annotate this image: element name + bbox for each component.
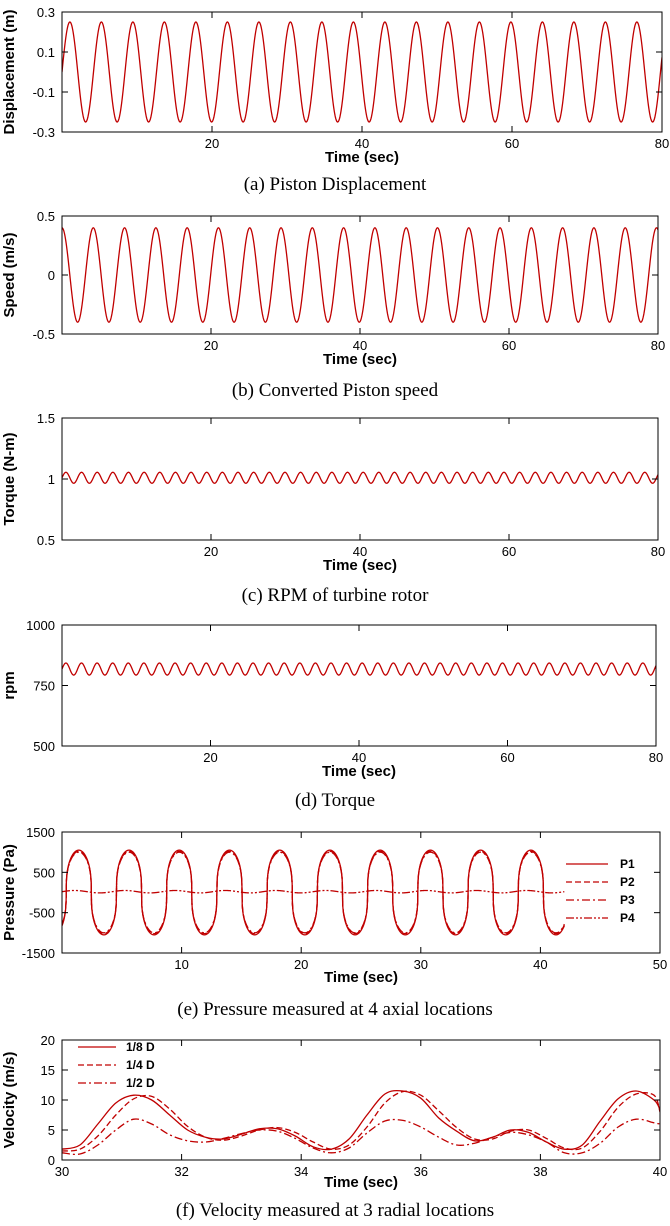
x-axis-label: Time (sec) [324,1174,398,1191]
y-axis-label: Displacement (m) [1,9,18,134]
legend-label: P3 [620,893,635,907]
x-tick-label: 40 [353,338,367,353]
y-tick-label: -0.3 [33,125,55,140]
y-tick-label: -1500 [22,946,55,961]
y-tick-label: 1000 [26,618,55,633]
legend-label: 1/8 D [126,1040,155,1054]
y-tick-label: 0 [48,1153,55,1168]
figure-caption: (a) Piston Displacement [244,174,427,195]
series-line-0 [62,21,662,123]
series-line-p3 [62,851,565,934]
x-tick-label: 60 [505,136,519,151]
figure-caption: (b) Converted Piston speed [232,380,439,401]
x-tick-label: 34 [294,1164,308,1179]
x-tick-label: 20 [205,136,219,151]
figure-caption: (d) Torque [295,790,375,811]
x-tick-label: 32 [174,1164,188,1179]
legend-label: P4 [620,911,635,925]
x-tick-label: 40 [352,750,366,765]
x-tick-label: 50 [653,957,667,972]
y-tick-label: 500 [33,739,55,754]
y-tick-label: -500 [29,906,55,921]
x-tick-label: 38 [533,1164,547,1179]
y-tick-label: 0.1 [37,45,55,60]
legend-label: P2 [620,875,635,889]
x-tick-label: 20 [203,750,217,765]
x-axis-label: Time (sec) [325,149,399,166]
y-tick-label: 20 [41,1033,55,1048]
x-tick-label: 20 [294,957,308,972]
y-tick-label: 15 [41,1063,55,1078]
x-tick-label: 30 [414,957,428,972]
y-tick-label: 1.5 [37,411,55,426]
series-line-0 [62,471,658,484]
plot-frame [61,417,659,541]
plot-frame [61,624,657,747]
plot-frame [61,831,661,954]
x-tick-label: 80 [655,136,669,151]
series-line-0 [62,227,658,323]
y-axis-label: Speed (m/s) [1,232,18,317]
y-axis-label: rpm [1,671,18,699]
series-line-p1 [62,849,565,936]
x-axis-label: Time (sec) [323,351,397,368]
legend-label: P1 [620,857,635,871]
x-tick-label: 80 [651,338,665,353]
y-tick-label: 0 [48,268,55,283]
x-tick-label: 80 [649,750,663,765]
series-line-p2 [62,850,565,935]
y-tick-label: 10 [41,1093,55,1108]
series-line-p4 [62,889,565,894]
x-tick-label: 30 [55,1164,69,1179]
y-tick-label: -0.5 [33,327,55,342]
y-tick-label: 0.5 [37,209,55,224]
x-tick-label: 40 [355,136,369,151]
x-tick-label: 60 [502,338,516,353]
y-tick-label: 1500 [26,825,55,840]
series-line-0 [62,662,656,676]
y-axis-label: Pressure (Pa) [1,844,18,941]
y-tick-label: 500 [33,865,55,880]
y-tick-label: 1 [48,472,55,487]
y-tick-label: 0.3 [37,5,55,20]
series-line-1-4-d [62,1090,660,1152]
y-tick-label: 5 [48,1123,55,1138]
figure-caption: (f) Velocity measured at 3 radial locati… [176,1200,494,1221]
figure-caption: (e) Pressure measured at 4 axial locatio… [177,999,493,1020]
legend-label: 1/4 D [126,1058,155,1072]
series-line-1-8-d [62,1089,660,1151]
x-axis-label: Time (sec) [324,969,398,986]
x-tick-label: 60 [502,544,516,559]
figure-caption: (c) RPM of turbine rotor [242,585,429,606]
series-line-1-2-d [62,1118,660,1156]
x-tick-label: 36 [414,1164,428,1179]
y-tick-label: 750 [33,679,55,694]
x-tick-label: 10 [174,957,188,972]
x-tick-label: 60 [500,750,514,765]
y-tick-label: 0.5 [37,533,55,548]
x-tick-label: 40 [353,544,367,559]
x-tick-label: 20 [204,544,218,559]
plot-frame [61,215,659,335]
x-tick-label: 40 [533,957,547,972]
x-tick-label: 40 [653,1164,667,1179]
legend-label: 1/2 D [126,1076,155,1090]
x-tick-label: 20 [204,338,218,353]
y-axis-label: Torque (N-m) [1,432,18,525]
x-axis-label: Time (sec) [322,763,396,780]
y-axis-label: Velocity (m/s) [1,1052,18,1149]
y-tick-label: -0.1 [33,85,55,100]
x-tick-label: 80 [651,544,665,559]
x-axis-label: Time (sec) [323,557,397,574]
